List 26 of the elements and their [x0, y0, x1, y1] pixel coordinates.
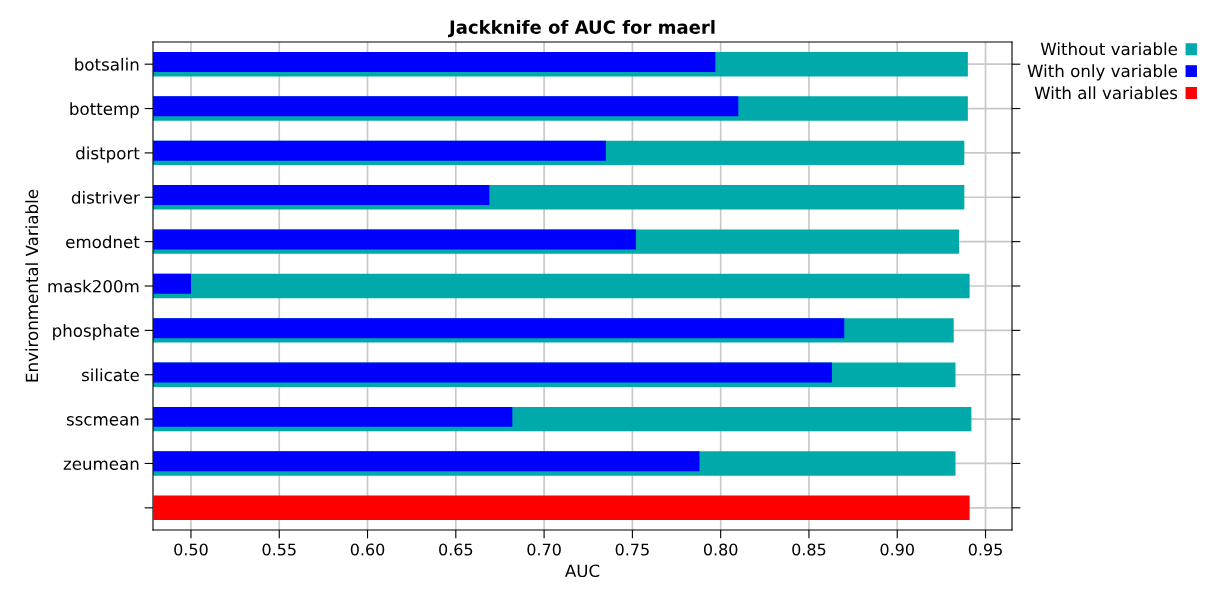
x-tick-label: 0.90 — [880, 543, 914, 556]
y-tick-label: silicate — [81, 368, 139, 382]
x-tick-label: 0.50 — [174, 543, 208, 556]
y-tick-label: mask200m — [48, 279, 139, 293]
y-axis-title: Environmental Variable — [25, 189, 39, 382]
legend-label: With all variables — [1034, 86, 1178, 100]
x-tick-label: 0.95 — [968, 543, 1002, 556]
y-tick-label: phosphate — [53, 324, 139, 341]
x-tick-label: 0.70 — [527, 543, 561, 556]
legend-label: With only variable — [1027, 64, 1178, 81]
y-tick-label: distriver — [71, 190, 140, 204]
x-axis-title: AUC — [565, 564, 600, 578]
x-tick-label: 0.55 — [262, 543, 296, 556]
x-tick-label: 0.75 — [615, 543, 649, 556]
legend-label: Without variable — [1040, 42, 1178, 56]
y-tick-label: sscmean — [66, 416, 139, 426]
x-tick-label: 0.80 — [703, 543, 738, 556]
x-tick-label: 0.60 — [350, 543, 385, 556]
y-tick-label: emodnet — [66, 235, 140, 249]
x-tick-label: 0.85 — [792, 543, 826, 556]
x-tick-label: 0.65 — [439, 543, 473, 556]
y-tick-label: zeumean — [63, 460, 139, 471]
y-tick-label: distport — [76, 146, 140, 163]
y-tick-label: bottemp — [70, 102, 139, 119]
chart-title: Jackknife of AUC for maerl — [447, 19, 715, 38]
y-tick-label: botsalin — [75, 57, 139, 71]
